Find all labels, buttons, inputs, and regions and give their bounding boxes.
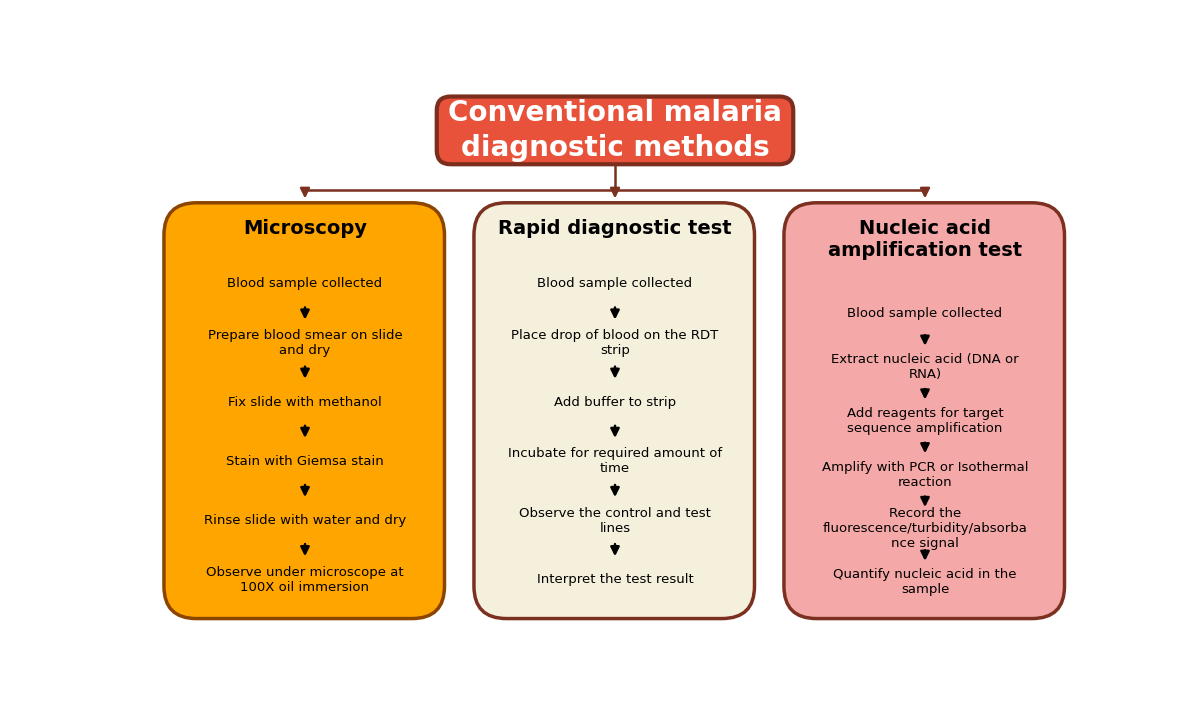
FancyBboxPatch shape — [784, 202, 1064, 619]
Text: Quantify nucleic acid in the
sample: Quantify nucleic acid in the sample — [833, 569, 1016, 596]
Text: Extract nucleic acid (DNA or
RNA): Extract nucleic acid (DNA or RNA) — [832, 353, 1019, 382]
Text: Microscopy: Microscopy — [242, 219, 367, 239]
Text: Add buffer to strip: Add buffer to strip — [554, 396, 676, 409]
FancyBboxPatch shape — [164, 202, 444, 619]
Text: Observe under microscope at
100X oil immersion: Observe under microscope at 100X oil imm… — [206, 566, 404, 594]
Text: Place drop of blood on the RDT
strip: Place drop of blood on the RDT strip — [511, 329, 719, 357]
Text: Record the
fluorescence/turbidity/absorba
nce signal: Record the fluorescence/turbidity/absorb… — [822, 507, 1027, 550]
Text: Incubate for required amount of
time: Incubate for required amount of time — [508, 447, 722, 476]
Text: Rapid diagnostic test: Rapid diagnostic test — [498, 219, 732, 239]
Text: Rinse slide with water and dry: Rinse slide with water and dry — [204, 514, 406, 527]
Text: Prepare blood smear on slide
and dry: Prepare blood smear on slide and dry — [208, 329, 402, 357]
Text: Conventional malaria
diagnostic methods: Conventional malaria diagnostic methods — [448, 99, 782, 161]
Text: Nucleic acid
amplification test: Nucleic acid amplification test — [828, 219, 1022, 261]
FancyBboxPatch shape — [437, 96, 793, 164]
Text: Blood sample collected: Blood sample collected — [847, 307, 1002, 320]
Text: Blood sample collected: Blood sample collected — [228, 278, 383, 290]
Text: Blood sample collected: Blood sample collected — [538, 278, 692, 290]
Text: Interpret the test result: Interpret the test result — [536, 573, 694, 586]
Text: Amplify with PCR or Isothermal
reaction: Amplify with PCR or Isothermal reaction — [822, 461, 1028, 489]
Text: Stain with Giemsa stain: Stain with Giemsa stain — [226, 455, 384, 468]
Text: Fix slide with methanol: Fix slide with methanol — [228, 396, 382, 409]
Text: Observe the control and test
lines: Observe the control and test lines — [520, 507, 710, 535]
Text: Add reagents for target
sequence amplification: Add reagents for target sequence amplifi… — [847, 407, 1003, 435]
FancyBboxPatch shape — [474, 202, 755, 619]
